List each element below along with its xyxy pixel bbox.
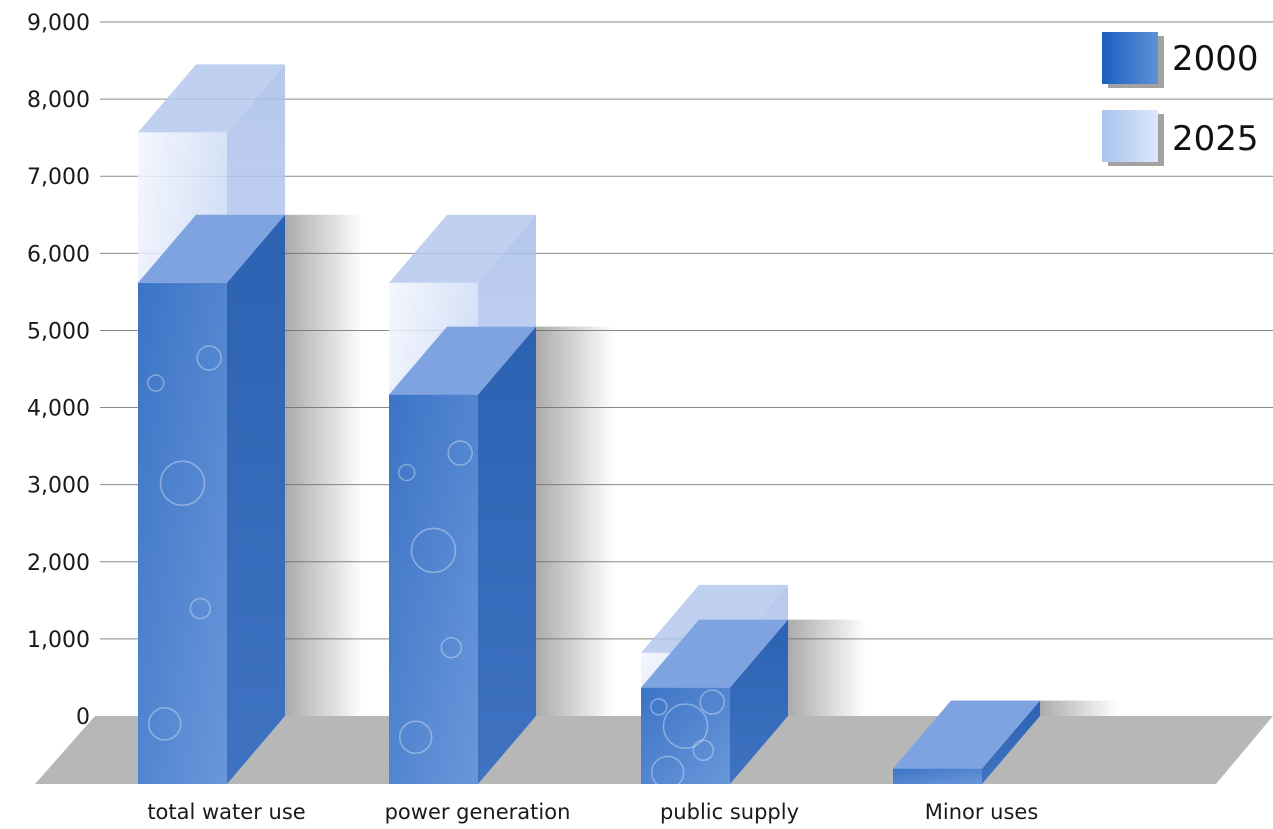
bubble-decoration: [650, 698, 668, 716]
legend-label-2025: 2025: [1172, 119, 1259, 159]
bar-group: [138, 64, 285, 784]
legend-item-2025: 2025: [1102, 110, 1259, 166]
y-tick-label: 3,000: [27, 474, 90, 499]
legend-swatch-2000: [1102, 32, 1158, 84]
bubble-decoration: [440, 636, 463, 659]
legend-swatch-2025: [1102, 110, 1158, 162]
bar-2025-top: [138, 64, 285, 133]
bar-shadows: [285, 214, 1118, 716]
y-tick-label: 5,000: [27, 319, 90, 344]
bubble-decoration: [398, 463, 416, 482]
bar-2000-top: [641, 619, 788, 688]
legend: 2000 2025: [1102, 32, 1259, 166]
bubble-decoration: [662, 703, 709, 749]
bar-2000-front: [641, 687, 730, 784]
bar-2000-front: [138, 282, 227, 784]
bar-group: [641, 584, 788, 790]
x-tick-label: Minor uses: [925, 800, 1039, 824]
bubble-decoration: [147, 707, 182, 741]
legend-label-2000: 2000: [1172, 39, 1259, 79]
bar-shadow: [536, 326, 614, 716]
bar-2000-side: [730, 619, 788, 784]
y-axis: 0 1,000 2,000 3,000 4,000 5,000 6,000 7,000 8,00…: [27, 11, 90, 730]
y-tick-label: 9,000: [27, 11, 90, 36]
bar-shadow: [285, 214, 363, 716]
y-tick-label: 2,000: [27, 551, 90, 576]
bar-2000-side: [982, 700, 1040, 784]
y-tick-label: 0: [76, 705, 90, 730]
y-tick-label: 4,000: [27, 397, 90, 422]
bar-2025-top: [389, 214, 536, 283]
bar-2000-top: [389, 326, 536, 395]
x-tick-label: public supply: [660, 800, 799, 824]
bar-group: [389, 214, 536, 784]
y-tick-label: 1,000: [27, 628, 90, 653]
bar-2000-front: [893, 768, 982, 784]
legend-item-2000: 2000: [1102, 32, 1259, 88]
bubble-decoration: [189, 597, 212, 620]
bars: [138, 64, 1040, 790]
bubble-decoration: [650, 755, 685, 790]
y-tick-label: 8,000: [27, 88, 90, 113]
x-tick-label: power generation: [385, 800, 571, 824]
bubble-decoration: [410, 527, 457, 574]
bubble-decoration: [692, 739, 715, 762]
bar-2000-front: [389, 394, 478, 784]
bubble-decoration: [196, 345, 222, 371]
bar-group: [893, 700, 1040, 784]
bar-2000-top: [138, 214, 285, 283]
bubble-decoration: [398, 720, 433, 755]
bar-2000-top: [893, 700, 1040, 769]
bar-2000-side: [478, 326, 536, 784]
bar-shadow: [788, 619, 866, 716]
bubble-decoration: [447, 440, 473, 466]
x-tick-label: total water use: [147, 800, 305, 824]
bubble-decoration: [147, 374, 165, 392]
bubble-decoration: [159, 460, 206, 507]
bubble-decoration: [699, 689, 725, 715]
bar-2025-top: [641, 584, 788, 653]
y-tick-label: 7,000: [27, 165, 90, 190]
x-axis: total water use power generation public su…: [147, 800, 1038, 824]
y-tick-label: 6,000: [27, 242, 90, 267]
bar-2000-side: [227, 214, 285, 784]
bar-shadow: [1040, 700, 1118, 716]
